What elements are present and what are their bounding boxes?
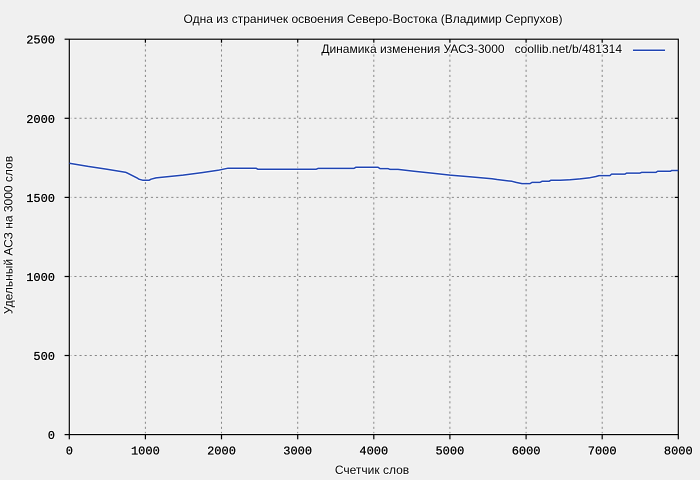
svg-text:2000: 2000	[26, 113, 55, 127]
svg-text:500: 500	[33, 350, 55, 364]
svg-text:3000: 3000	[283, 445, 312, 459]
svg-text:2000: 2000	[207, 445, 236, 459]
svg-text:2500: 2500	[26, 34, 55, 48]
svg-text:Удельный АСЗ на 3000 слов: Удельный АСЗ на 3000 слов	[2, 156, 16, 314]
svg-text:2000: 2000	[207, 445, 236, 459]
svg-text:8000: 8000	[664, 445, 693, 459]
svg-text:1000: 1000	[26, 271, 55, 285]
svg-text:500: 500	[33, 350, 55, 364]
svg-text:7000: 7000	[588, 445, 617, 459]
svg-text:Счетчик слов: Счетчик слов	[335, 463, 409, 477]
svg-text:4000: 4000	[359, 445, 388, 459]
svg-text:1000: 1000	[131, 445, 160, 459]
svg-text:0: 0	[66, 445, 73, 459]
svg-text:8000: 8000	[664, 445, 693, 459]
svg-text:Одна из страничек освоения Сев: Одна из страничек освоения Северо-Восток…	[184, 12, 563, 26]
svg-text:7000: 7000	[588, 445, 617, 459]
svg-text:1500: 1500	[26, 192, 55, 206]
svg-text:2500: 2500	[26, 34, 55, 48]
svg-text:2000: 2000	[26, 113, 55, 127]
svg-text:5000: 5000	[435, 445, 464, 459]
svg-text:1000: 1000	[26, 271, 55, 285]
svg-text:3000: 3000	[283, 445, 312, 459]
svg-text:6000: 6000	[512, 445, 541, 459]
svg-text:1500: 1500	[26, 192, 55, 206]
svg-text:0: 0	[48, 429, 55, 443]
svg-text:4000: 4000	[359, 445, 388, 459]
svg-text:1000: 1000	[131, 445, 160, 459]
svg-text:0: 0	[66, 445, 73, 459]
svg-text:6000: 6000	[512, 445, 541, 459]
svg-text:Динамика изменения УАСЗ-3000: Динамика изменения УАСЗ-3000 coollib.net…	[321, 42, 622, 56]
svg-text:0: 0	[48, 429, 55, 443]
svg-text:5000: 5000	[435, 445, 464, 459]
